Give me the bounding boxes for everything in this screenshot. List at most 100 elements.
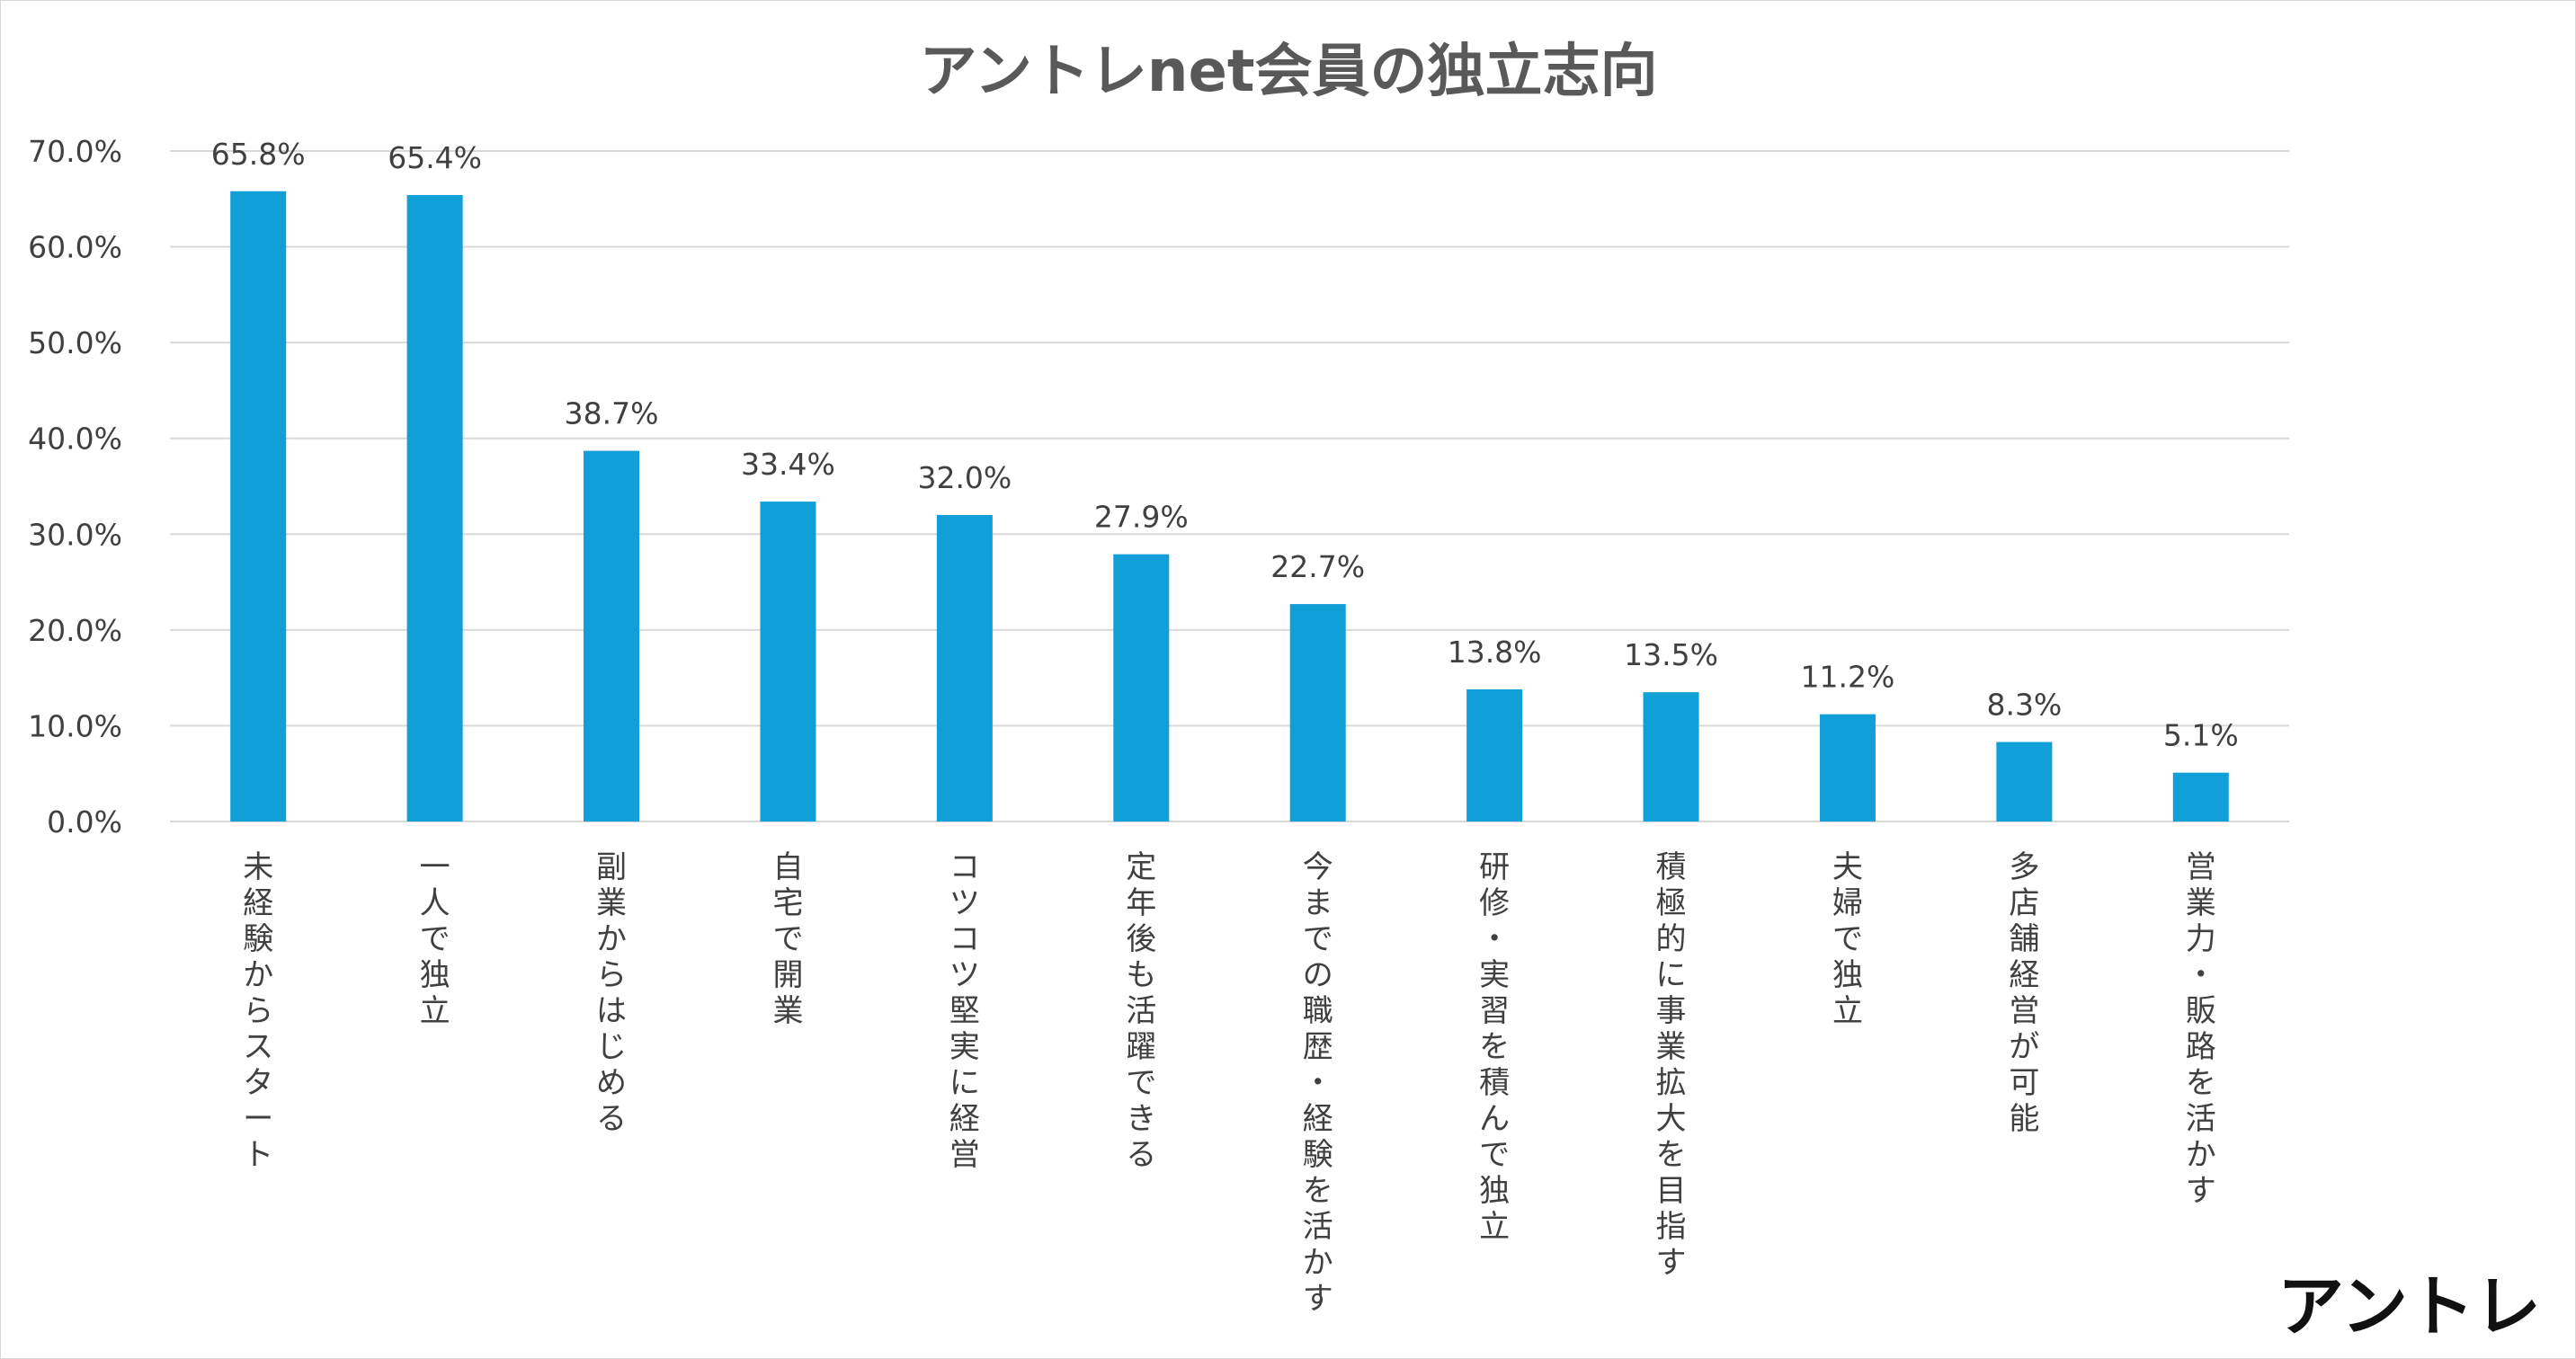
category-label-char: 開 [772,957,803,993]
category-label-char: か [243,957,273,993]
category-label-char: も [1126,957,1156,993]
bar [760,502,816,822]
category-label-char: 夫 [1832,849,1863,885]
y-tick-label: 70.0% [28,134,122,169]
category-label-char: 積 [1656,849,1687,885]
bar [584,450,640,822]
bar [1643,692,1699,822]
category-label-char: 舗 [2009,921,2039,957]
category-label-char: を [1656,1137,1687,1173]
category-label-char: で [1479,1137,1510,1173]
category-label-char: ー [243,1101,273,1137]
category-label-char: 可 [2009,1065,2039,1101]
category-label-char: 業 [772,993,803,1029]
category-label-char: 躍 [1126,1029,1156,1065]
category-label-char: 指 [1656,1209,1687,1245]
category-label-char: 定 [1126,849,1156,885]
category-label-char: 営 [2009,993,2039,1029]
antore-logo: アントレ [2277,1268,2541,1346]
data-label: 38.7% [565,396,659,431]
data-label: 22.7% [1270,549,1365,584]
category-label-char: 堅 [949,993,980,1029]
data-label: 32.0% [917,460,1012,495]
y-tick-label: 40.0% [28,422,122,457]
category-label-char: で [1832,921,1863,957]
category-label-char: コ [949,849,980,885]
bar [230,191,287,822]
category-label-char: 極 [1656,885,1687,921]
category-label-char: 立 [1832,993,1863,1029]
category-label-char: 修 [1479,885,1510,921]
category-label-char: 立 [1479,1209,1510,1245]
category-label-char: は [596,993,627,1029]
category-label-char: 独 [1832,957,1863,993]
category-label-char: 販 [2186,993,2216,1029]
category-label-char: 事 [1656,993,1687,1029]
category-label-char: ト [243,1137,273,1173]
gridlines [170,150,2289,822]
bar [1289,604,1346,822]
category-label-char: 業 [596,885,627,921]
category-label-char: す [1656,1245,1687,1281]
category-label-char: じ [596,1029,627,1065]
category-label-char: ・ [1479,921,1510,957]
category-label-char: で [420,921,450,957]
category-label-char: が [2009,1029,2039,1065]
x-axis-category-labels: 未経験からスタート一人で独立副業からはじめる自宅で開業コツコツ堅実に経営定年後も… [243,849,2216,1317]
category-label-char: を [1479,1029,1510,1065]
category-label-char: 店 [2009,885,2039,921]
y-tick-label: 20.0% [28,613,122,648]
category-label-char: ら [243,993,273,1029]
y-axis-tick-labels: 0.0% 10.0% 20.0% 30.0% 40.0% 50.0% 60.0% 70.0% [28,134,122,839]
bar [936,514,993,822]
category-label-char: 今 [1303,849,1333,885]
category-label-char: 宅 [772,885,803,921]
category-label-char: る [596,1101,627,1137]
data-label: 13.5% [1624,637,1718,672]
bars [230,191,2229,822]
category-label-char: 目 [1656,1173,1687,1209]
category-label-char: 力 [2186,921,2216,957]
category-label-char: 積 [1479,1065,1510,1101]
category-label-char: 年 [1126,885,1156,921]
category-label-char: 業 [1656,1029,1687,1065]
category-label-char: ・ [2186,957,2216,993]
category-label-char: 験 [243,921,273,957]
category-label-char: き [1126,1101,1156,1137]
category-label-char: 営 [2186,849,2216,885]
data-label: 8.3% [1986,688,2062,723]
category-label-char: 実 [949,1029,980,1065]
data-label: 27.9% [1094,500,1189,535]
category-label-char: 路 [2186,1029,2216,1065]
bar [1113,554,1170,822]
category-label-char: 業 [2186,885,2216,921]
category-label-char: 独 [420,957,450,993]
category-label-char: か [596,921,627,957]
category-label-char: 多 [2009,849,2039,885]
category-label-char: か [2186,1137,2216,1173]
y-tick-label: 10.0% [28,708,122,743]
y-tick-label: 0.0% [47,804,122,839]
y-tick-label: 50.0% [28,325,122,360]
data-label: 11.2% [1801,660,1895,695]
category-label-char: で [772,921,803,957]
category-label-char: 自 [772,849,803,885]
category-label-char: ん [1479,1101,1510,1137]
category-label-char: 後 [1126,921,1156,957]
category-label-char: 拡 [1656,1065,1687,1101]
category-label-char: ・ [1303,1065,1333,1101]
category-label-char: 大 [1656,1101,1687,1137]
category-label-char: を [2186,1065,2216,1101]
category-label-char: の [1303,957,1333,993]
